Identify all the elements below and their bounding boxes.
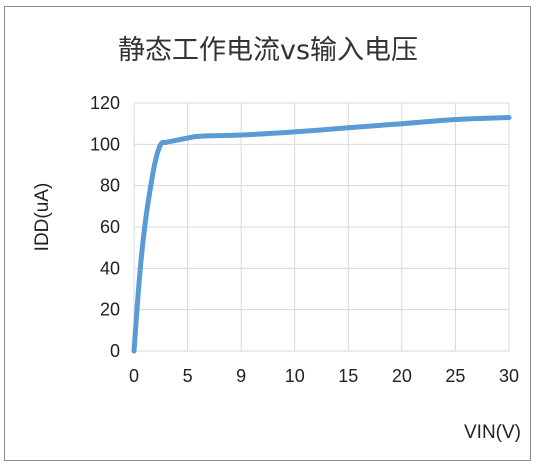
x-tick-label: 9 bbox=[236, 366, 246, 386]
series-group bbox=[131, 115, 512, 354]
y-tick-label: 120 bbox=[90, 93, 120, 113]
y-tick-label: 20 bbox=[100, 300, 120, 320]
x-tick-label: 5 bbox=[183, 366, 193, 386]
y-tick-label: 0 bbox=[110, 341, 120, 361]
x-tick-label: 10 bbox=[285, 366, 305, 386]
chart-title: 静态工作电流vs输入电压 bbox=[117, 35, 419, 66]
x-tick-label: 0 bbox=[129, 366, 139, 386]
x-tick-label: 25 bbox=[445, 366, 465, 386]
grid-lines bbox=[133, 102, 510, 352]
x-axis-label: VIN(V) bbox=[464, 422, 521, 443]
y-tick-label: 40 bbox=[100, 258, 120, 278]
x-tick-label: 30 bbox=[499, 366, 519, 386]
chart-frame bbox=[4, 6, 531, 461]
y-tick-labels: 0 20 40 60 80 100 120 bbox=[90, 93, 120, 361]
y-tick-label: 60 bbox=[100, 217, 120, 237]
y-tick-label: 80 bbox=[100, 176, 120, 196]
x-tick-label: 15 bbox=[338, 366, 358, 386]
x-tick-label: 20 bbox=[392, 366, 412, 386]
y-tick-label: 100 bbox=[90, 134, 120, 154]
series-line bbox=[131, 115, 512, 354]
x-tick-labels: 0 5 9 10 15 20 25 30 bbox=[129, 366, 519, 386]
y-axis-label: IDD(uA) bbox=[32, 183, 53, 252]
